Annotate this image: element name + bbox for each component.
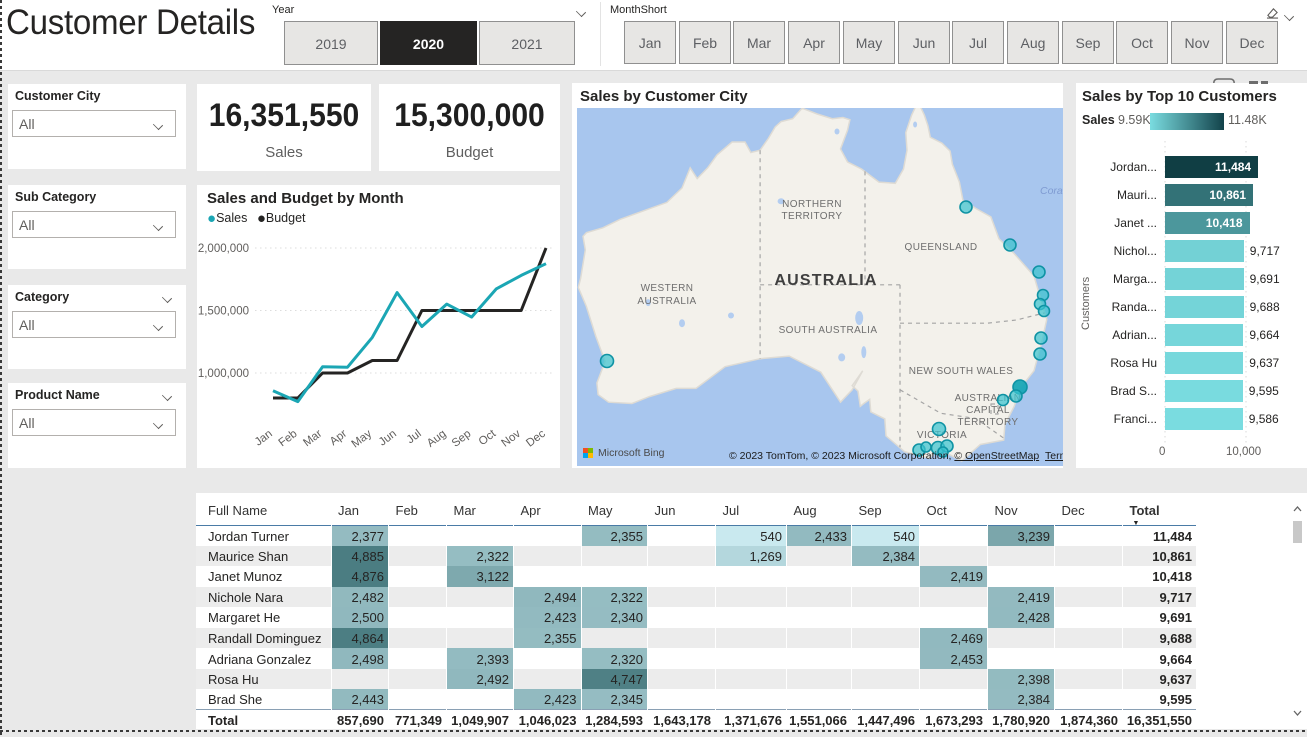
svg-text:1,500,000: 1,500,000: [198, 306, 249, 318]
svg-text:Sep: Sep: [450, 428, 474, 450]
svg-text:Aug: Aug: [425, 428, 449, 450]
svg-text:Oct: Oct: [477, 427, 499, 448]
svg-text:TERRITORY: TERRITORY: [957, 417, 1018, 428]
svg-text:May: May: [350, 428, 375, 451]
svg-text:AUSTRALIA: AUSTRALIA: [774, 272, 877, 289]
svg-text:2,000,000: 2,000,000: [198, 243, 249, 255]
svg-text:WESTERN: WESTERN: [641, 283, 694, 294]
svg-text:Mar: Mar: [301, 428, 324, 450]
svg-text:1,000,000: 1,000,000: [198, 368, 249, 380]
svg-text:Feb: Feb: [277, 428, 300, 450]
svg-text:QUEENSLAND: QUEENSLAND: [905, 242, 978, 253]
svg-text:Cora: Cora: [1040, 185, 1063, 197]
svg-text:AUSTRALIAN: AUSTRALIAN: [955, 393, 1022, 404]
svg-text:SOUTH AUSTRALIA: SOUTH AUSTRALIA: [779, 325, 878, 336]
svg-text:NEW SOUTH WALES: NEW SOUTH WALES: [909, 366, 1014, 377]
svg-text:CAPITAL: CAPITAL: [966, 405, 1010, 416]
svg-text:Nov: Nov: [499, 428, 523, 450]
svg-text:TERRITORY: TERRITORY: [781, 211, 842, 222]
svg-text:Apr: Apr: [328, 428, 350, 448]
svg-text:Dec: Dec: [524, 428, 548, 450]
svg-text:Jul: Jul: [405, 428, 424, 446]
svg-text:AUSTRALIA: AUSTRALIA: [637, 296, 696, 307]
svg-text:NORTHERN: NORTHERN: [782, 199, 842, 210]
svg-text:Jan: Jan: [253, 428, 275, 449]
svg-text:Jun: Jun: [377, 428, 399, 449]
